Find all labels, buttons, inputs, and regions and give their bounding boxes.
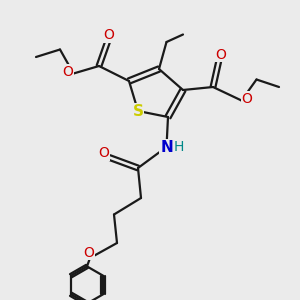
Text: S: S — [133, 103, 143, 118]
Text: H: H — [174, 140, 184, 154]
Text: O: O — [83, 246, 94, 260]
Text: O: O — [242, 92, 252, 106]
Text: O: O — [63, 65, 74, 79]
Text: O: O — [98, 146, 109, 160]
Text: O: O — [215, 48, 226, 62]
Text: O: O — [103, 28, 114, 42]
Text: N: N — [160, 140, 173, 154]
